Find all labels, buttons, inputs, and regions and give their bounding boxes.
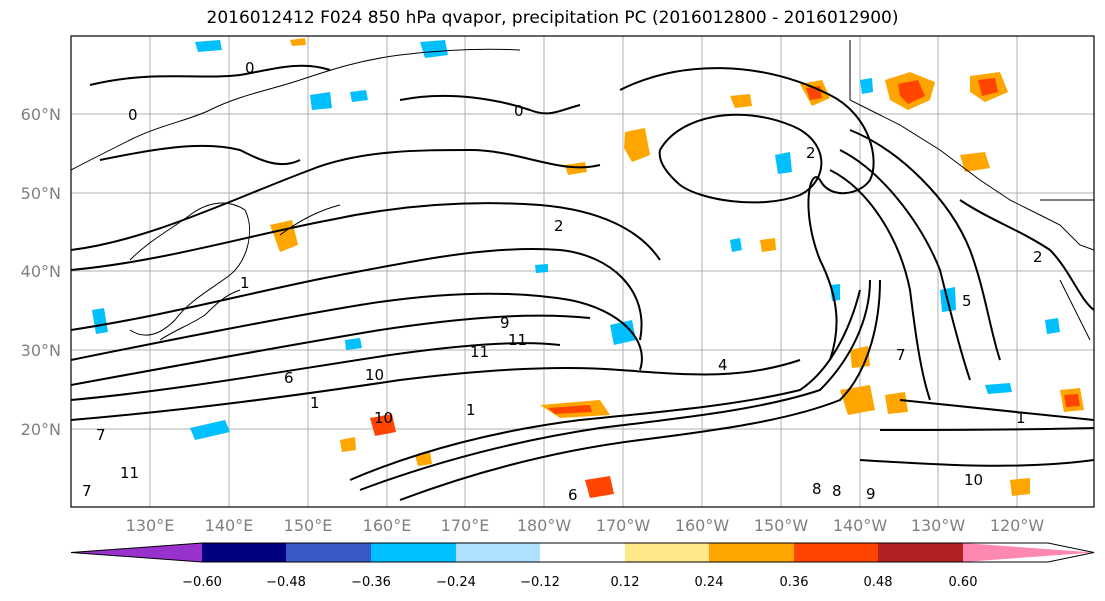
lon-label: 160°W: [675, 516, 730, 535]
colorbar-segment: [878, 543, 963, 562]
contour-labels: 0 0 0 1 1 2 2 2 5 7 7 4 6 10 11 11 9 10 …: [82, 59, 1043, 504]
contour-label: 1: [240, 274, 250, 292]
contour-label: 11: [120, 464, 139, 482]
colorbar-segment: [286, 543, 371, 562]
lon-label: 140°E: [205, 516, 254, 535]
colorbar-tick-label: −0.24: [436, 575, 476, 590]
colorbar-tick-label: 0.12: [611, 575, 640, 590]
colorbar-segment: [456, 543, 540, 562]
contour-label: 10: [964, 471, 983, 489]
contour-label: 11: [470, 343, 489, 361]
colorbar-tick-label: 0.36: [780, 575, 809, 590]
lon-label: 170°E: [441, 516, 490, 535]
colorbar-segment: [625, 543, 709, 562]
lat-label-40n: 40°N: [21, 262, 61, 281]
precipitation-patches: [92, 38, 1084, 498]
lon-label: 160°E: [363, 516, 412, 535]
contour-label: 1: [310, 394, 320, 412]
contour-label: 11: [508, 331, 527, 349]
contour-label: 0: [245, 59, 255, 77]
contour-label: 7: [96, 426, 106, 444]
lon-label: 150°E: [284, 516, 333, 535]
contour-label: 8: [812, 480, 822, 498]
contour-label: 0: [514, 102, 524, 120]
lon-label: 130°E: [126, 516, 175, 535]
latitude-labels: 60°N 50°N 40°N 30°N 20°N: [21, 105, 61, 439]
colorbar-segment: [709, 543, 794, 562]
lon-label: 120°W: [990, 516, 1045, 535]
longitude-labels: 130°E 140°E 150°E 160°E 170°E 180°W 170°…: [126, 516, 1045, 535]
colorbar-tick-label: −0.60: [182, 575, 222, 590]
contour-label: 4: [718, 356, 728, 374]
contour-label: 5: [962, 292, 972, 310]
lat-label-30n: 30°N: [21, 341, 61, 360]
colorbar-tick-labels: −0.60 −0.48 −0.36 −0.24 −0.12 0.12 0.24 …: [182, 575, 977, 590]
lat-label-60n: 60°N: [21, 105, 61, 124]
contour-label: 6: [284, 369, 294, 387]
contour-label: 8: [832, 482, 842, 500]
colorbar-tick-label: −0.36: [351, 575, 391, 590]
qvapor-contours: [71, 64, 1094, 501]
colorbar-tick-label: 0.60: [949, 575, 978, 590]
lat-label-50n: 50°N: [21, 184, 61, 203]
contour-label: 7: [82, 482, 92, 500]
lon-label: 150°W: [754, 516, 809, 535]
contour-label: 2: [554, 217, 564, 235]
contour-label: 6: [568, 486, 578, 504]
map-border: [70, 35, 1095, 508]
contour-label: 0: [128, 106, 138, 124]
contour-label: 1: [1016, 409, 1026, 427]
contour-label: 1: [466, 401, 476, 419]
contour-label: 9: [500, 314, 510, 332]
colorbar-tick-label: 0.24: [695, 575, 724, 590]
colorbar-segment: [202, 543, 286, 562]
contour-label: 10: [365, 366, 384, 384]
lon-label: 140°W: [833, 516, 888, 535]
colorbar-tick-label: −0.12: [520, 575, 560, 590]
colorbar-tick-label: −0.48: [266, 575, 306, 590]
colorbar-segment: [540, 543, 625, 562]
contour-label: 7: [896, 346, 906, 364]
colorbar-segment: [371, 543, 456, 562]
contour-label: 2: [806, 144, 816, 162]
colorbar-outline: [70, 542, 1095, 563]
contour-label: 10: [374, 409, 393, 427]
contour-label: 2: [1033, 248, 1043, 266]
colorbar-segment: [71, 543, 202, 562]
contour-label: 9: [866, 485, 876, 503]
lon-label: 170°W: [596, 516, 651, 535]
colorbar-segment: [794, 543, 878, 562]
lon-label: 130°W: [911, 516, 966, 535]
coastlines: [71, 40, 1094, 341]
lon-label: 180°W: [517, 516, 572, 535]
lat-label-20n: 20°N: [21, 420, 61, 439]
colorbar: [70, 542, 1095, 563]
map-title: 2016012412 F024 850 hPa qvapor, precipit…: [206, 8, 899, 28]
colorbar-tick-label: 0.48: [864, 575, 893, 590]
colorbar-segment: [963, 543, 1094, 562]
